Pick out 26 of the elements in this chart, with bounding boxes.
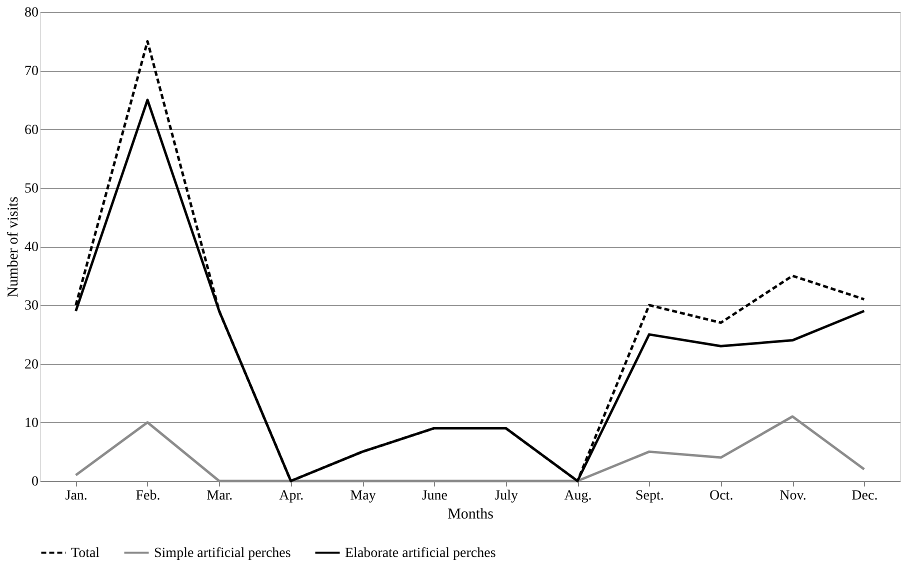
- y-tick-label: 30: [24, 298, 38, 314]
- x-tick-label: July: [494, 488, 518, 504]
- y-tick-label: 60: [24, 122, 38, 138]
- legend-label: Simple artificial perches: [154, 546, 291, 561]
- x-tick-label: Sept.: [635, 488, 664, 504]
- y-tick-label: 20: [24, 357, 38, 372]
- y-tick-label: 50: [24, 181, 38, 196]
- x-tick-label: Dec.: [852, 488, 878, 504]
- x-tick-label: Mar.: [206, 488, 233, 504]
- y-tick-label: 40: [24, 240, 38, 255]
- y-axis-title: Number of visits: [6, 196, 22, 298]
- y-tick-label: 10: [24, 416, 38, 431]
- legend-label: Total: [71, 546, 100, 561]
- x-tick-label: Aug.: [564, 488, 592, 504]
- y-tick-label: 0: [32, 474, 38, 490]
- y-tick-label: 70: [24, 64, 38, 80]
- x-tick-label: June: [422, 488, 448, 504]
- x-axis-title: Months: [448, 506, 494, 522]
- legend-label: Elaborate artificial perches: [345, 546, 496, 561]
- x-tick-label: Jan.: [65, 488, 88, 504]
- y-tick-label: 80: [24, 6, 38, 20]
- x-tick-label: Nov.: [780, 488, 806, 504]
- x-tick-label: May: [350, 488, 376, 504]
- x-tick-label: Apr.: [279, 488, 304, 504]
- x-tick-label: Feb.: [136, 488, 160, 504]
- x-tick-label: Oct.: [709, 488, 734, 504]
